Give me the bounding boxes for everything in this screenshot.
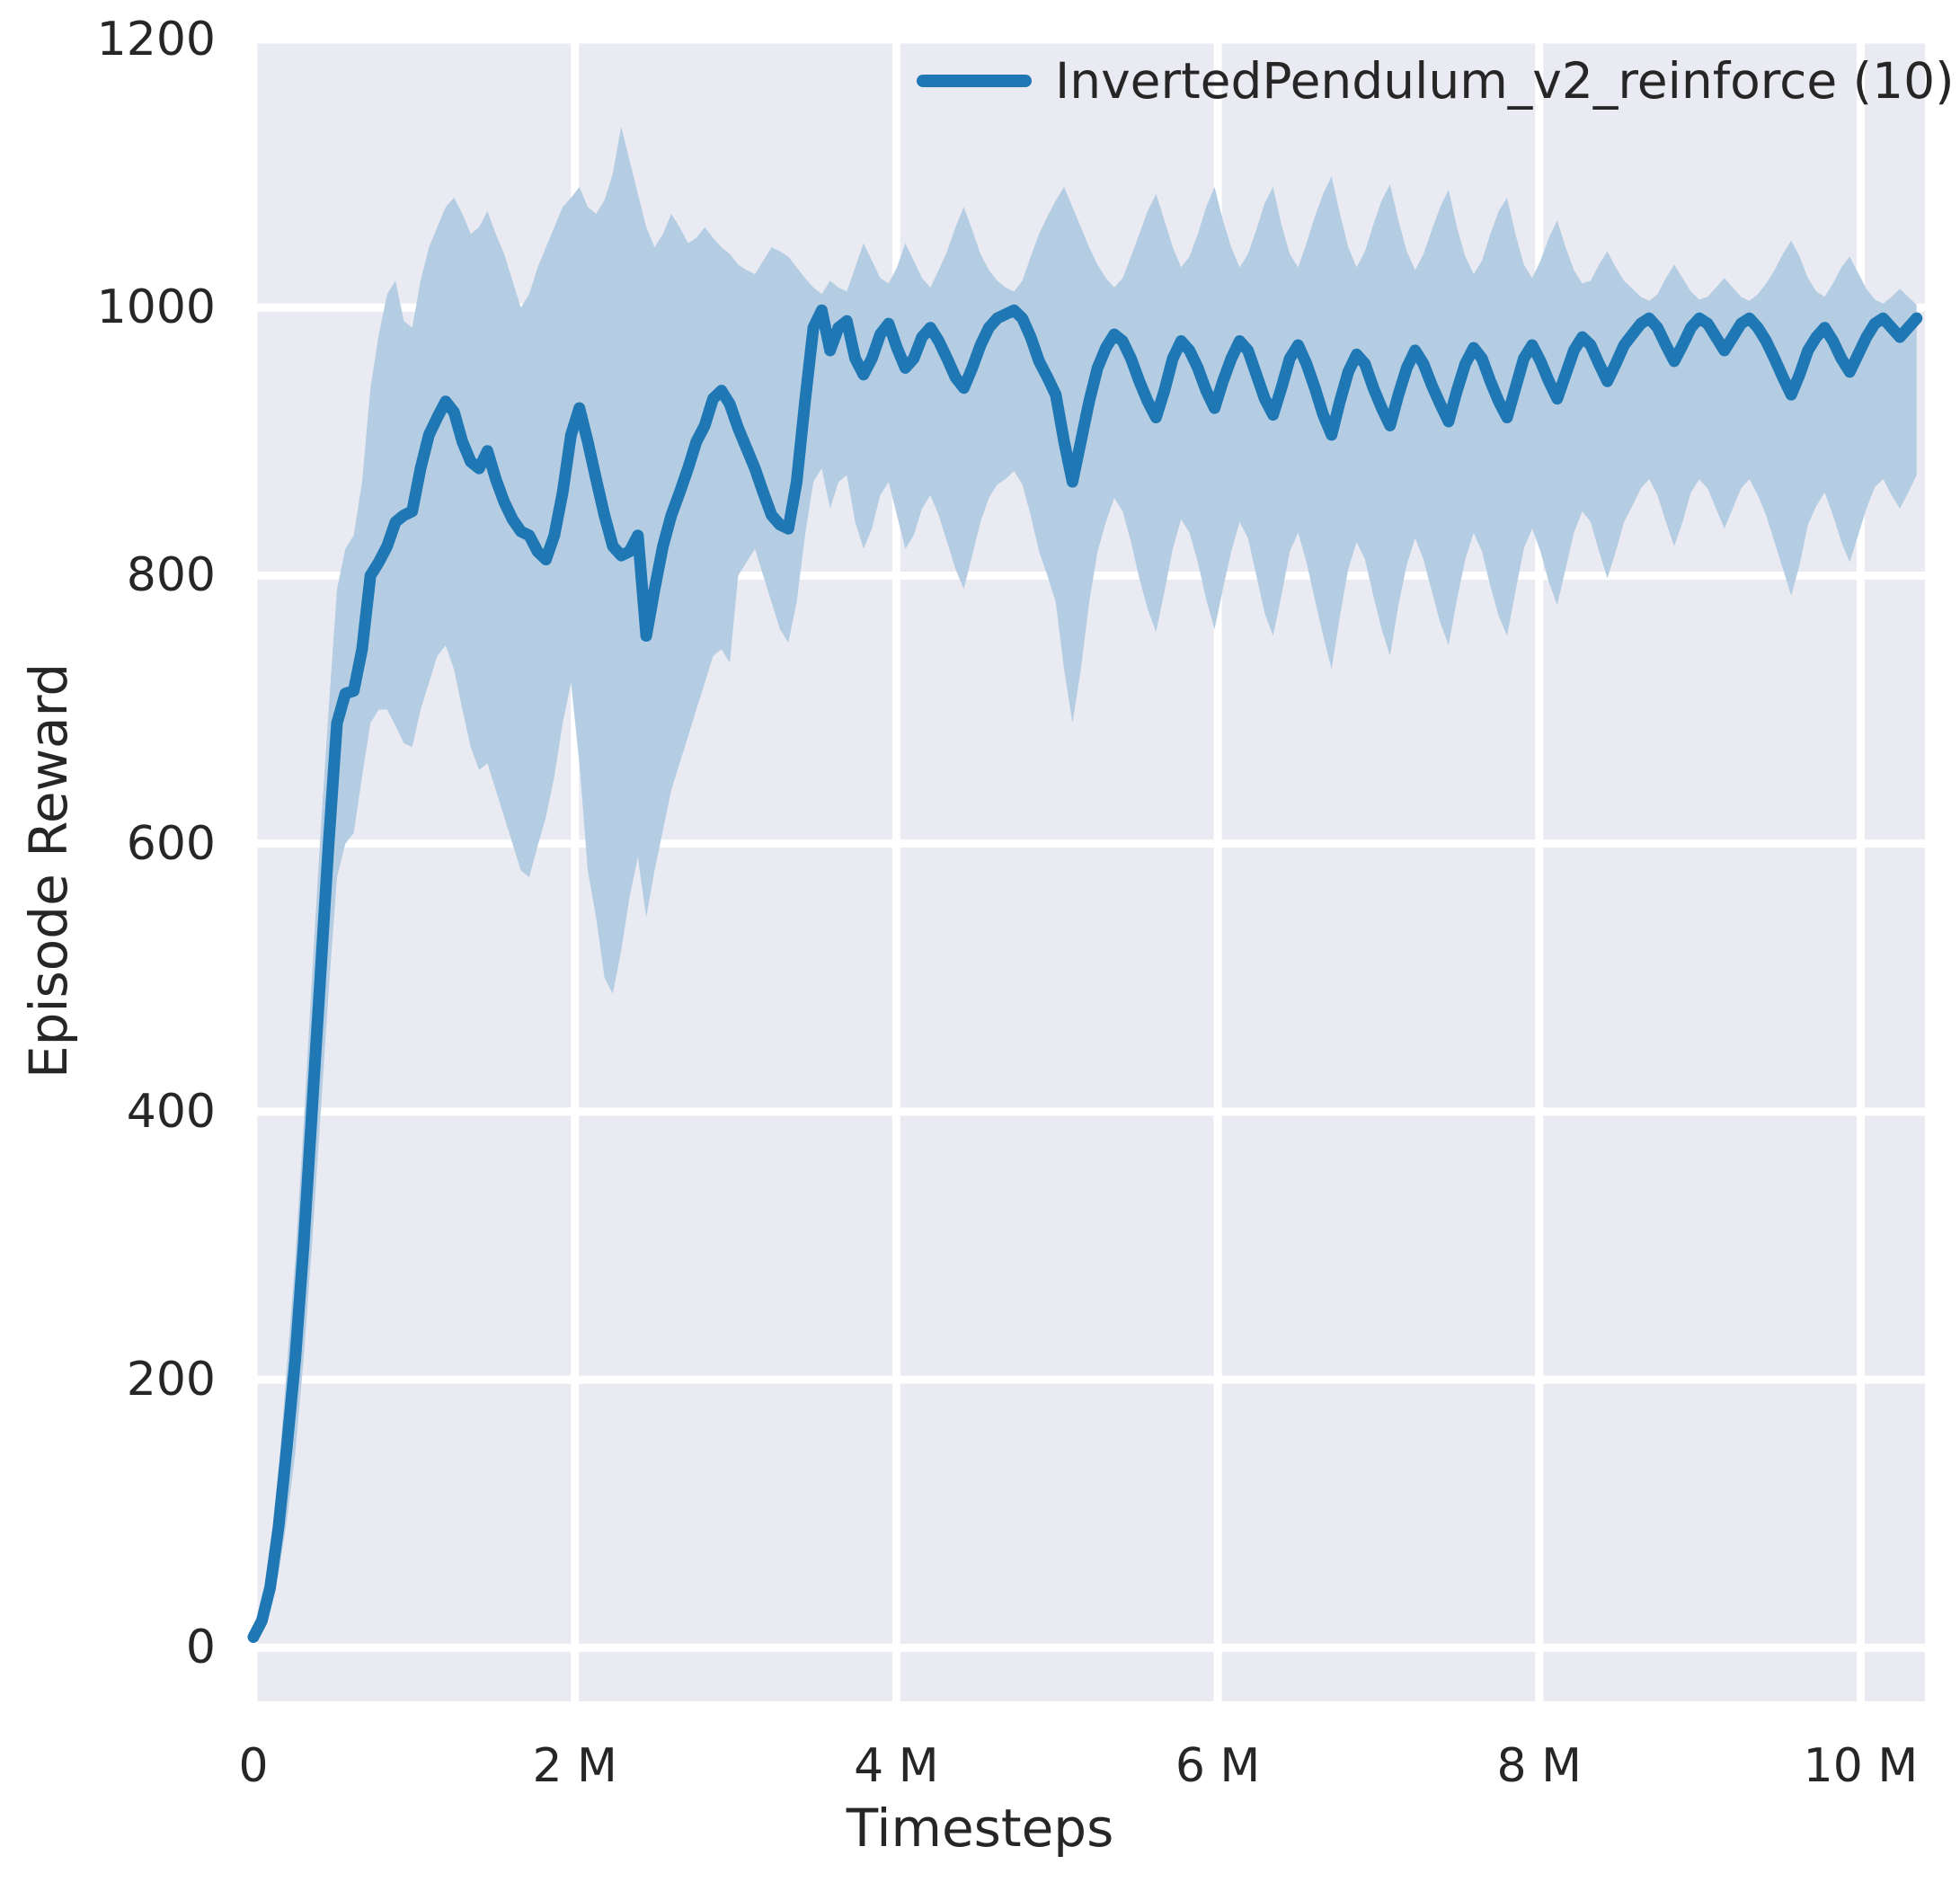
mean-line: [247, 304, 1923, 1643]
y-tick-label: 200: [126, 1353, 216, 1407]
y-tick-label: 1200: [96, 13, 216, 67]
x-axis-label: Timesteps: [846, 1798, 1114, 1859]
x-tick-label: 0: [238, 1739, 269, 1793]
x-tick-label: 8 M: [1496, 1739, 1583, 1793]
y-tick-label: 600: [126, 816, 216, 871]
y-tick-label: 400: [126, 1084, 216, 1139]
legend-label: InvertedPendulum_v2_reinforce (10): [1055, 52, 1955, 110]
legend: InvertedPendulum_v2_reinforce (10): [917, 52, 1955, 110]
x-tick-label: 6 M: [1175, 1739, 1261, 1793]
y-tick-label: 0: [185, 1620, 216, 1675]
y-axis-label: Episode Reward: [18, 662, 79, 1079]
x-tick-label: 10 M: [1803, 1739, 1919, 1793]
x-tick-label: 2 M: [532, 1739, 617, 1793]
y-tick-label: 1000: [96, 280, 216, 335]
x-tick-label: 4 M: [854, 1739, 939, 1793]
legend-line-swatch: [917, 75, 1032, 87]
y-tick-label: 800: [126, 548, 216, 603]
